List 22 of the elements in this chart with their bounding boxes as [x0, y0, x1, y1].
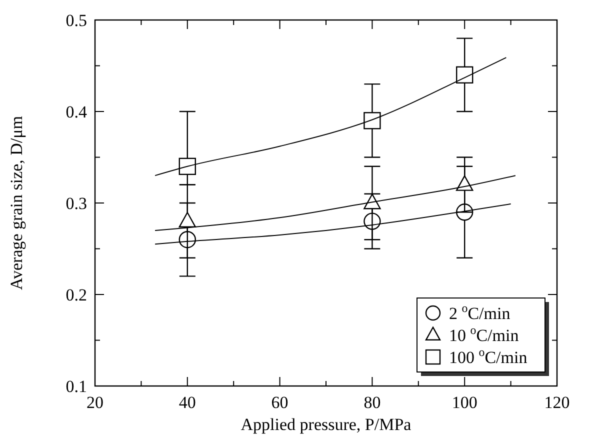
legend-label: 10 $^{o}$C/min [449, 323, 520, 345]
y-tick-label: 0.4 [66, 102, 88, 122]
x-axis-title: Applied pressure, P/MPa [240, 415, 412, 434]
y-tick-label: 0.2 [66, 286, 87, 304]
x-tick-label: 60 [271, 393, 288, 412]
y-tick-label: 0.5 [66, 11, 87, 30]
point [178, 212, 196, 228]
x-tick-label: 40 [178, 393, 196, 412]
point [364, 112, 381, 130]
x-tick-label: 80 [364, 393, 381, 412]
y-tick-label: 0.1 [66, 377, 87, 396]
y-tick-label: 0.3 [66, 194, 87, 213]
x-tick-label: 100 [452, 393, 478, 412]
point [364, 194, 381, 210]
legend-label: 100 $^{o}$C/min [449, 345, 528, 367]
x-tick-label: 20 [86, 393, 104, 412]
x-tick-label: 120 [544, 393, 570, 412]
point [456, 66, 474, 84]
point [178, 158, 196, 175]
y-axis-title: Average grain size, D/μm [7, 116, 26, 290]
line-series [154, 57, 507, 176]
legend-label: 2 $^{o}$C/min [449, 301, 511, 323]
